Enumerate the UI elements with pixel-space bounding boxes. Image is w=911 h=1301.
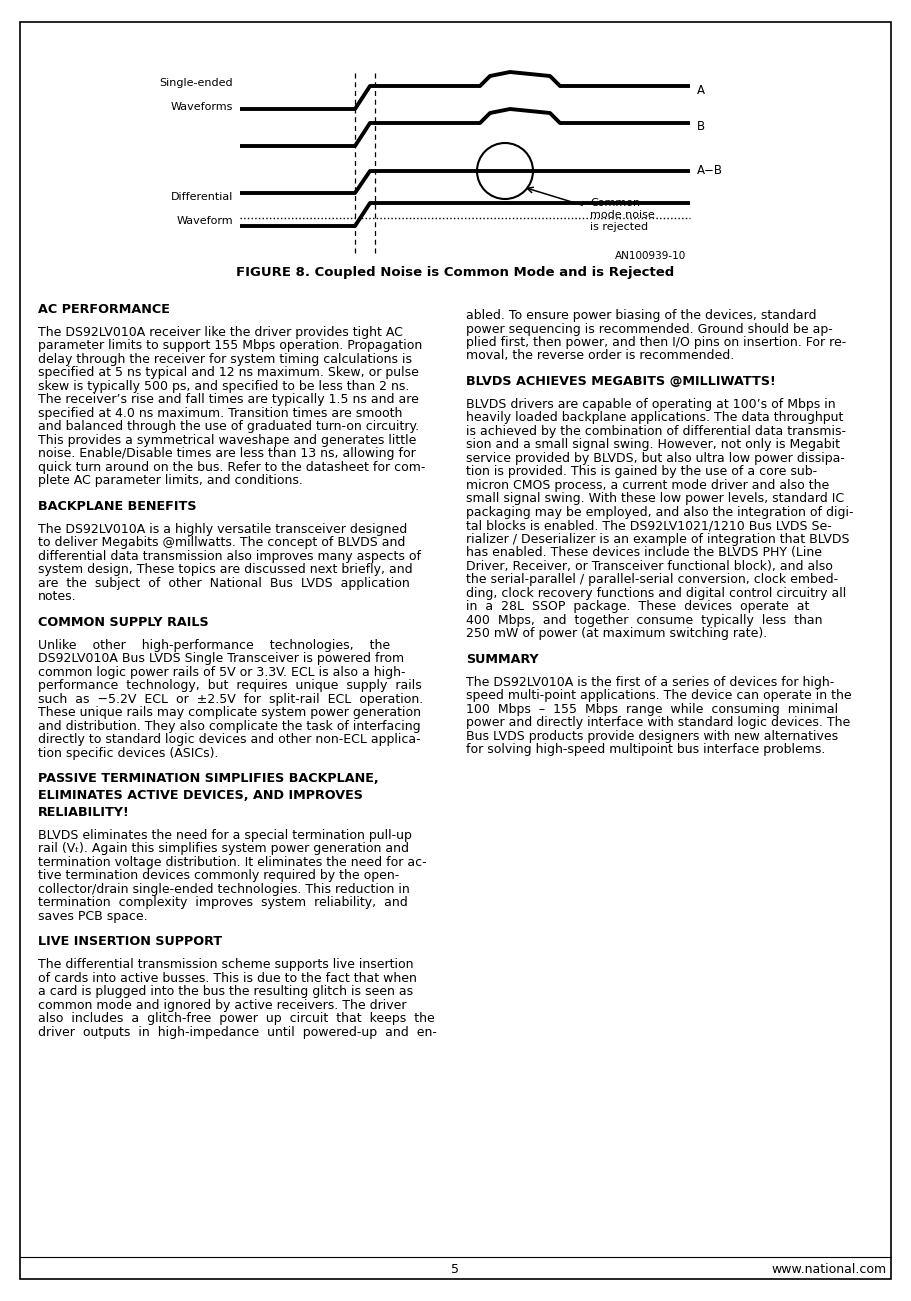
Text: and distribution. They also complicate the task of interfacing: and distribution. They also complicate t… xyxy=(38,719,421,732)
Text: BLVDS drivers are capable of operating at 100’s of Mbps in: BLVDS drivers are capable of operating a… xyxy=(466,398,835,411)
Text: sion and a small signal swing. However, not only is Megabit: sion and a small signal swing. However, … xyxy=(466,438,840,451)
Text: PASSIVE TERMINATION SIMPLIFIES BACKPLANE,: PASSIVE TERMINATION SIMPLIFIES BACKPLANE… xyxy=(38,771,379,785)
Text: Unlike    other    high-performance    technologies,    the: Unlike other high-performance technologi… xyxy=(38,639,390,652)
Text: AN100939-10: AN100939-10 xyxy=(615,251,686,262)
Text: system design, These topics are discussed next briefly, and: system design, These topics are discusse… xyxy=(38,563,413,576)
Text: A−B: A−B xyxy=(697,164,723,177)
Text: AC PERFORMANCE: AC PERFORMANCE xyxy=(38,303,169,316)
Text: Single-ended: Single-ended xyxy=(159,78,233,87)
Text: These unique rails may complicate system power generation: These unique rails may complicate system… xyxy=(38,706,421,719)
Text: DS92LV010A Bus LVDS Single Transceiver is powered from: DS92LV010A Bus LVDS Single Transceiver i… xyxy=(38,652,404,665)
Text: SUMMARY: SUMMARY xyxy=(466,653,538,666)
Text: ELIMINATES ACTIVE DEVICES, AND IMPROVES: ELIMINATES ACTIVE DEVICES, AND IMPROVES xyxy=(38,788,363,801)
Text: is achieved by the combination of differential data transmis-: is achieved by the combination of differ… xyxy=(466,425,846,438)
Text: The DS92LV010A is the first of a series of devices for high-: The DS92LV010A is the first of a series … xyxy=(466,675,834,688)
Text: tion specific devices (ASICs).: tion specific devices (ASICs). xyxy=(38,747,219,760)
Text: termination  complexity  improves  system  reliability,  and: termination complexity improves system r… xyxy=(38,896,408,909)
Text: mode noise: mode noise xyxy=(590,209,655,220)
Text: a card is plugged into the bus the resulting glitch is seen as: a card is plugged into the bus the resul… xyxy=(38,985,413,998)
Text: collector/drain single-ended technologies. This reduction in: collector/drain single-ended technologie… xyxy=(38,883,410,896)
Text: Waveform: Waveform xyxy=(177,216,233,226)
Text: RELIABILITY!: RELIABILITY! xyxy=(38,805,129,818)
Text: tion is provided. This is gained by the use of a core sub-: tion is provided. This is gained by the … xyxy=(466,466,817,479)
Text: specified at 4.0 ns maximum. Transition times are smooth: specified at 4.0 ns maximum. Transition … xyxy=(38,407,403,420)
Text: power and directly interface with standard logic devices. The: power and directly interface with standa… xyxy=(466,717,850,730)
Text: performance  technology,  but  requires  unique  supply  rails: performance technology, but requires uni… xyxy=(38,679,422,692)
Text: moval, the reverse order is recommended.: moval, the reverse order is recommended. xyxy=(466,350,734,363)
Text: This provides a symmetrical waveshape and generates little: This provides a symmetrical waveshape an… xyxy=(38,433,416,446)
Text: differential data transmission also improves many aspects of: differential data transmission also impr… xyxy=(38,550,421,563)
Text: delay through the receiver for system timing calculations is: delay through the receiver for system ti… xyxy=(38,353,412,366)
Text: service provided by BLVDS, but also ultra low power dissipa-: service provided by BLVDS, but also ultr… xyxy=(466,451,844,464)
Text: BACKPLANE BENEFITS: BACKPLANE BENEFITS xyxy=(38,500,197,513)
Text: A: A xyxy=(697,83,705,96)
Text: for solving high-speed multipoint bus interface problems.: for solving high-speed multipoint bus in… xyxy=(466,743,825,756)
Text: driver  outputs  in  high-impedance  until  powered-up  and  en-: driver outputs in high-impedance until p… xyxy=(38,1025,437,1038)
Text: saves PCB space.: saves PCB space. xyxy=(38,909,148,922)
Text: tal blocks is enabled. The DS92LV1021/1210 Bus LVDS Se-: tal blocks is enabled. The DS92LV1021/12… xyxy=(466,519,832,532)
Text: www.national.com: www.national.com xyxy=(772,1263,887,1276)
Text: plied first, then power, and then I/O pins on insertion. For re-: plied first, then power, and then I/O pi… xyxy=(466,336,846,349)
Text: ding, clock recovery functions and digital control circuitry all: ding, clock recovery functions and digit… xyxy=(466,587,846,600)
Text: Waveforms: Waveforms xyxy=(170,103,233,112)
Text: specified at 5 ns typical and 12 ns maximum. Skew, or pulse: specified at 5 ns typical and 12 ns maxi… xyxy=(38,367,419,380)
Text: 100  Mbps  –  155  Mbps  range  while  consuming  minimal: 100 Mbps – 155 Mbps range while consumin… xyxy=(466,703,838,716)
Text: rializer / Deserializer is an example of integration that BLVDS: rializer / Deserializer is an example of… xyxy=(466,533,849,546)
Text: BLVDS ACHIEVES MEGABITS @MILLIWATTS!: BLVDS ACHIEVES MEGABITS @MILLIWATTS! xyxy=(466,375,776,388)
Text: tive termination devices commonly required by the open-: tive termination devices commonly requir… xyxy=(38,869,399,882)
Text: termination voltage distribution. It eliminates the need for ac-: termination voltage distribution. It eli… xyxy=(38,856,426,869)
Text: FIGURE 8. Coupled Noise is Common Mode and is Rejected: FIGURE 8. Coupled Noise is Common Mode a… xyxy=(236,265,674,278)
Text: and balanced through the use of graduated turn-on circuitry.: and balanced through the use of graduate… xyxy=(38,420,419,433)
Text: speed multi-point applications. The device can operate in the: speed multi-point applications. The devi… xyxy=(466,690,852,703)
Text: notes.: notes. xyxy=(38,591,77,604)
Text: Driver, Receiver, or Transceiver functional block), and also: Driver, Receiver, or Transceiver functio… xyxy=(466,559,833,572)
Text: also  includes  a  glitch-free  power  up  circuit  that  keeps  the: also includes a glitch-free power up cir… xyxy=(38,1012,435,1025)
Text: are  the  subject  of  other  National  Bus  LVDS  application: are the subject of other National Bus LV… xyxy=(38,576,410,589)
Text: packaging may be employed, and also the integration of digi-: packaging may be employed, and also the … xyxy=(466,506,854,519)
Text: common mode and ignored by active receivers. The driver: common mode and ignored by active receiv… xyxy=(38,999,406,1012)
Text: Differential: Differential xyxy=(170,193,233,203)
Text: common logic power rails of 5V or 3.3V. ECL is also a high-: common logic power rails of 5V or 3.3V. … xyxy=(38,666,405,679)
Text: micron CMOS process, a current mode driver and also the: micron CMOS process, a current mode driv… xyxy=(466,479,829,492)
Text: LIVE INSERTION SUPPORT: LIVE INSERTION SUPPORT xyxy=(38,935,222,948)
Text: parameter limits to support 155 Mbps operation. Propagation: parameter limits to support 155 Mbps ope… xyxy=(38,340,423,353)
Text: B: B xyxy=(697,121,705,134)
Text: BLVDS eliminates the need for a special termination pull-up: BLVDS eliminates the need for a special … xyxy=(38,829,412,842)
Text: The DS92LV010A is a highly versatile transceiver designed: The DS92LV010A is a highly versatile tra… xyxy=(38,523,407,536)
Text: small signal swing. With these low power levels, standard IC: small signal swing. With these low power… xyxy=(466,492,844,505)
Text: directly to standard logic devices and other non-ECL applica-: directly to standard logic devices and o… xyxy=(38,734,421,747)
Text: heavily loaded backplane applications. The data throughput: heavily loaded backplane applications. T… xyxy=(466,411,844,424)
Text: noise. Enable/Disable times are less than 13 ns, allowing for: noise. Enable/Disable times are less tha… xyxy=(38,448,415,461)
Text: quick turn around on the bus. Refer to the datasheet for com-: quick turn around on the bus. Refer to t… xyxy=(38,461,425,474)
Text: Common: Common xyxy=(590,198,640,208)
Text: COMMON SUPPLY RAILS: COMMON SUPPLY RAILS xyxy=(38,615,209,628)
Text: to deliver Megabits @millwatts. The concept of BLVDS and: to deliver Megabits @millwatts. The conc… xyxy=(38,536,405,549)
Text: The DS92LV010A receiver like the driver provides tight AC: The DS92LV010A receiver like the driver … xyxy=(38,325,403,338)
Text: such  as  −5.2V  ECL  or  ±2.5V  for  split-rail  ECL  operation.: such as −5.2V ECL or ±2.5V for split-rai… xyxy=(38,692,424,705)
Text: abled. To ensure power biasing of the devices, standard: abled. To ensure power biasing of the de… xyxy=(466,310,816,323)
Text: 5: 5 xyxy=(451,1263,459,1276)
Text: Bus LVDS products provide designers with new alternatives: Bus LVDS products provide designers with… xyxy=(466,730,838,743)
Text: is rejected: is rejected xyxy=(590,222,648,232)
Text: 250 mW of power (at maximum switching rate).: 250 mW of power (at maximum switching ra… xyxy=(466,627,767,640)
Text: rail (Vₜ). Again this simplifies system power generation and: rail (Vₜ). Again this simplifies system … xyxy=(38,842,409,855)
Text: of cards into active busses. This is due to the fact that when: of cards into active busses. This is due… xyxy=(38,972,417,985)
Text: has enabled. These devices include the BLVDS PHY (Line: has enabled. These devices include the B… xyxy=(466,546,822,559)
Text: 400  Mbps,  and  together  consume  typically  less  than: 400 Mbps, and together consume typically… xyxy=(466,614,823,627)
Text: skew is typically 500 ps, and specified to be less than 2 ns.: skew is typically 500 ps, and specified … xyxy=(38,380,409,393)
Text: power sequencing is recommended. Ground should be ap-: power sequencing is recommended. Ground … xyxy=(466,323,833,336)
Text: the serial-parallel / parallel-serial conversion, clock embed-: the serial-parallel / parallel-serial co… xyxy=(466,574,838,587)
Text: in  a  28L  SSOP  package.  These  devices  operate  at: in a 28L SSOP package. These devices ope… xyxy=(466,600,809,613)
Text: The differential transmission scheme supports live insertion: The differential transmission scheme sup… xyxy=(38,958,414,971)
Text: plete AC parameter limits, and conditions.: plete AC parameter limits, and condition… xyxy=(38,475,302,488)
Text: The receiver’s rise and fall times are typically 1.5 ns and are: The receiver’s rise and fall times are t… xyxy=(38,393,419,406)
